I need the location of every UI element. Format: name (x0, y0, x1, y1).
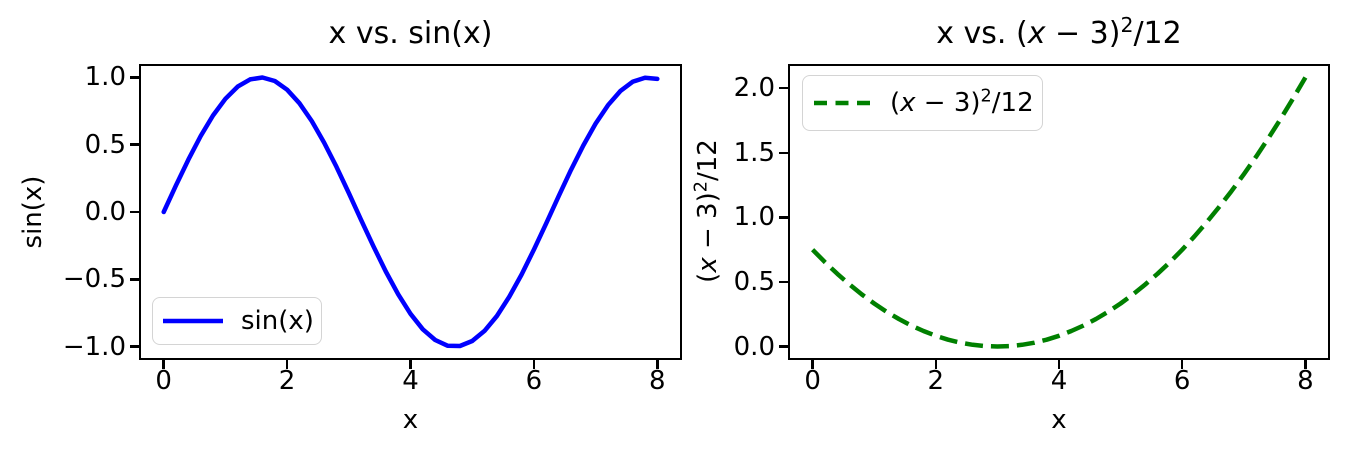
x-tick-label: 2 (927, 366, 945, 396)
y-axis-label: (x − 3)2/12 (691, 139, 723, 283)
y-tick-label: −1.0 (62, 331, 126, 362)
parabola-curve (811, 76, 1308, 349)
legend-label: sin(x) (241, 306, 314, 336)
y-tick-label: 1.0 (733, 202, 775, 233)
y-tick-mark (779, 216, 788, 219)
x-tick-label: 4 (402, 366, 419, 396)
x-tick-mark (1304, 360, 1307, 369)
x-tick-mark (162, 360, 165, 369)
legend-line-sample (163, 318, 223, 324)
x-tick-label: 6 (525, 366, 543, 396)
plot-area (788, 64, 1330, 360)
x-tick-label: 0 (155, 366, 172, 396)
x-tick-mark (1057, 360, 1061, 369)
data-line (811, 76, 1308, 349)
legend: (x − 3)2/12 (802, 75, 1043, 131)
y-tick-label: 1.0 (84, 62, 126, 93)
y-tick-mark (130, 345, 139, 348)
legend-label: (x − 3)2/12 (890, 86, 1034, 118)
y-tick-label: 0.0 (84, 197, 126, 227)
x-tick-label: 6 (1173, 366, 1191, 396)
x-tick-mark (811, 360, 814, 369)
sin-curve (161, 75, 660, 349)
x-tick-mark (409, 360, 412, 369)
y-tick-mark (779, 86, 788, 90)
x-axis-label: x (402, 405, 419, 435)
plot-title: x vs. (x − 3)2/12 (936, 13, 1182, 51)
y-tick-label: 0.5 (733, 266, 775, 297)
x-tick-mark (1180, 360, 1184, 369)
y-tick-mark (130, 278, 139, 281)
y-tick-label: 1.5 (733, 137, 775, 168)
x-tick-label: 2 (278, 366, 296, 396)
y-tick-mark (130, 143, 139, 146)
plot-area (139, 64, 682, 360)
x-tick-mark (532, 360, 536, 369)
y-tick-label: 0.5 (84, 129, 126, 160)
x-tick-label: 0 (804, 366, 821, 396)
y-tick-mark (779, 280, 788, 284)
plot-title: x vs. sin(x) (328, 16, 493, 51)
x-tick-mark (656, 360, 659, 369)
x-tick-label: 4 (1050, 366, 1068, 396)
data-line (161, 75, 660, 349)
legend-line-sample (814, 100, 870, 106)
x-tick-label: 8 (1297, 366, 1314, 396)
y-tick-mark (130, 76, 139, 79)
y-tick-label: −0.5 (62, 264, 126, 295)
x-tick-mark (934, 360, 938, 369)
legend: sin(x) (152, 297, 322, 345)
y-tick-label: 2.0 (733, 73, 775, 104)
x-axis-label: x (1051, 405, 1067, 435)
x-tick-mark (285, 360, 289, 369)
y-tick-label: 0.0 (733, 331, 775, 362)
y-tick-mark (130, 210, 139, 214)
y-tick-mark (779, 151, 788, 155)
y-tick-mark (779, 345, 788, 348)
x-tick-label: 8 (649, 366, 666, 396)
